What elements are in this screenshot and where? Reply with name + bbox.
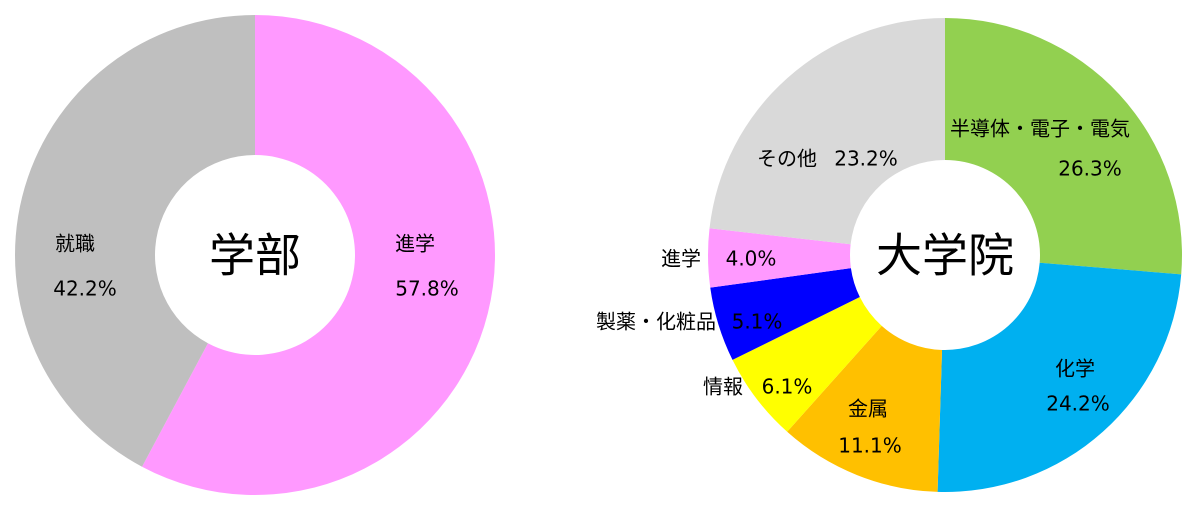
value-label: 42.2% [53, 277, 117, 301]
donut-slice [142, 15, 495, 495]
value-label: 26.3% [1058, 157, 1122, 181]
donut-slice [707, 228, 851, 288]
donut-slice [710, 268, 860, 360]
donut-slice [14, 15, 256, 467]
value-label: 5.1% [732, 310, 783, 334]
center-label: 学部 [209, 229, 301, 283]
slice-label: 情報 [703, 375, 743, 399]
donut-slice [787, 325, 943, 492]
slice-label: 進学 [395, 232, 435, 256]
value-label: 57.8% [395, 277, 459, 301]
value-label: 24.2% [1046, 392, 1110, 416]
value-label: 23.2% [834, 147, 898, 171]
value-label: 6.1% [762, 375, 813, 399]
slice-label: その他 [757, 147, 817, 171]
slice-label: 進学 [661, 247, 701, 271]
donut-slice [945, 18, 1182, 275]
slice-label: 就職 [55, 232, 95, 256]
slice-label: 化学 [1055, 357, 1095, 381]
slice-label: 金属 [848, 397, 888, 421]
slice-label: 製薬・化粧品 [596, 310, 716, 334]
donut-slice [732, 297, 882, 432]
value-label: 4.0% [726, 247, 777, 271]
center-label: 大学院 [876, 229, 1014, 283]
value-label: 11.1% [838, 434, 902, 458]
donut-slice [937, 262, 1182, 492]
donut-slice [709, 17, 945, 245]
slice-label: 半導体・電子・電気 [950, 117, 1130, 141]
